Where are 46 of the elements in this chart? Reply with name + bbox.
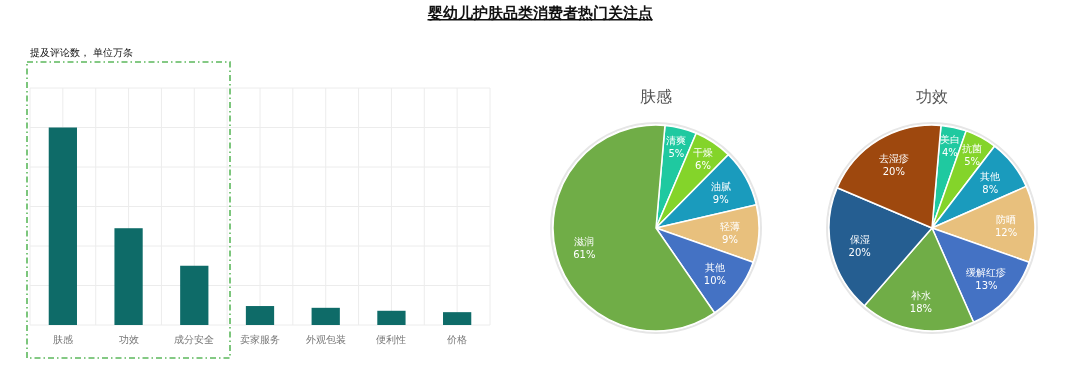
bar <box>48 127 77 325</box>
data-label: 18% <box>909 303 933 315</box>
slice-label: 补水 <box>910 290 931 302</box>
slice-label: 清爽 <box>666 135 687 147</box>
slice-label: 其他 <box>980 171 1001 183</box>
slice-label: 美白 <box>939 134 960 146</box>
slice-label: 缓解红疹 <box>966 267 1007 279</box>
slice-label: 防晒 <box>996 214 1017 226</box>
slice-label: 轻薄 <box>720 221 741 233</box>
data-label: 9% <box>722 234 738 246</box>
data-label: 5% <box>668 148 685 160</box>
slice-label: 保湿 <box>849 233 870 245</box>
bar <box>180 265 209 325</box>
data-label: 4% <box>941 147 958 159</box>
data-label: 10% <box>703 275 727 287</box>
x-tick-label: 肤感 <box>52 334 73 345</box>
data-label: 13% <box>975 280 998 292</box>
data-label: 12% <box>994 227 1018 239</box>
bar <box>443 312 472 325</box>
text: 婴幼儿护肤品类消费者热门关注点 <box>426 4 653 22</box>
bar <box>245 306 275 325</box>
chart-title: 肤感 <box>640 87 672 106</box>
data-label: 61% <box>573 248 596 260</box>
data-label: 8% <box>982 184 999 196</box>
slice-label: 滋润 <box>574 235 595 247</box>
data-label: 6% <box>695 159 711 171</box>
y-axis-title: 提及评论数， 单位万条 <box>30 47 134 58</box>
slice-label: 其他 <box>704 262 725 274</box>
slice-label: 油腻 <box>710 180 731 192</box>
bar <box>114 228 143 325</box>
chart-title: 功效 <box>916 87 948 106</box>
bar <box>311 307 340 325</box>
bar <box>377 310 406 325</box>
data-label: 5% <box>964 155 981 167</box>
slice-label: 干燥 <box>692 146 713 158</box>
data-label: 20% <box>882 166 905 178</box>
slice-label: 抗菌 <box>962 142 983 154</box>
slice-label: 去湿疹 <box>878 153 909 165</box>
data-label: 9% <box>712 193 729 205</box>
x-tick-label: 卖家服务 <box>240 334 280 345</box>
data-label: 20% <box>848 246 871 258</box>
x-tick-label: 价格 <box>446 334 468 345</box>
x-tick-label: 外观包装 <box>305 334 346 345</box>
x-tick-label: 成分安全 <box>174 334 215 345</box>
x-tick-label: 功效 <box>118 334 139 345</box>
x-tick-label: 便利性 <box>376 334 407 345</box>
